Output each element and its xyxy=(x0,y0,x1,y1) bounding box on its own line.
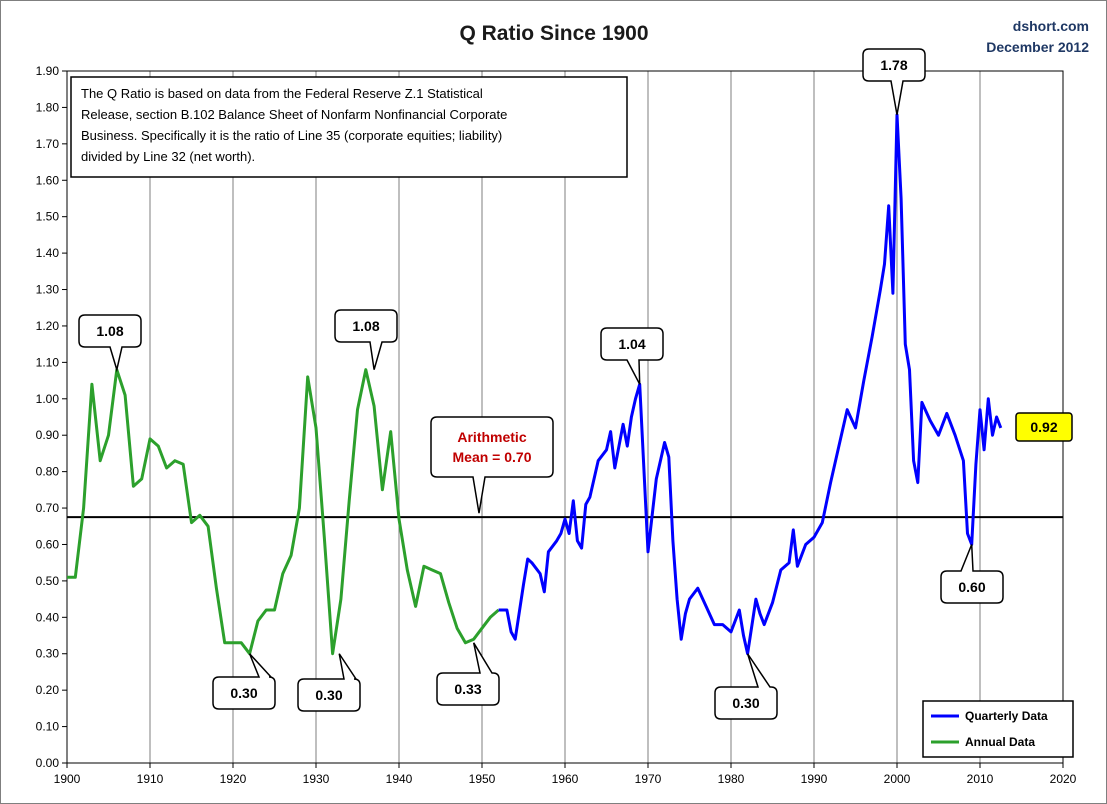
callout-bubble xyxy=(436,642,500,706)
callout-label: 1.78 xyxy=(880,57,907,73)
callout-label: 0.30 xyxy=(732,695,759,711)
callout-label: 0.30 xyxy=(230,685,257,701)
callout-bubble xyxy=(862,48,926,115)
y-tick-label: 1.90 xyxy=(36,64,60,78)
callout-label: 0.30 xyxy=(315,687,342,703)
y-tick-label: 1.80 xyxy=(36,100,60,114)
y-tick-label: 1.50 xyxy=(36,210,60,224)
callout-bubble xyxy=(714,653,778,720)
x-tick-label: 1950 xyxy=(469,772,496,786)
source-label: dshort.com xyxy=(1013,18,1089,34)
callouts: 1.08 0.30 0.30 1.08 0.33 1.04 0.30 1.78 0.60 Arit… xyxy=(78,48,1073,720)
callout-label: 1.08 xyxy=(352,318,379,334)
date-label: December 2012 xyxy=(986,39,1089,55)
y-tick-label: 0.50 xyxy=(36,574,60,588)
y-tick-label: 1.40 xyxy=(36,246,60,260)
legend: Quarterly Data Annual Data xyxy=(922,700,1074,758)
x-tick-label: 1900 xyxy=(54,772,81,786)
note-line: Business. Specifically it is the ratio o… xyxy=(81,128,502,143)
y-tick-label: 0.20 xyxy=(36,683,60,697)
y-tick-label: 1.20 xyxy=(36,319,60,333)
y-tick-label: 0.70 xyxy=(36,501,60,515)
legend-box xyxy=(922,700,1074,758)
y-tick-label: 1.30 xyxy=(36,283,60,297)
y-tick-label: 0.10 xyxy=(36,720,60,734)
callout-bubble xyxy=(78,314,142,373)
x-tick-label: 1990 xyxy=(801,772,828,786)
y-tick-label: 0.60 xyxy=(36,537,60,551)
x-tick-label: 1910 xyxy=(137,772,164,786)
note-line: The Q Ratio is based on data from the Fe… xyxy=(81,86,483,101)
y-tick-label: 0.90 xyxy=(36,428,60,442)
chart-title: Q Ratio Since 1900 xyxy=(459,22,648,45)
latest-value-label: 0.92 xyxy=(1030,419,1057,435)
mean-callout-label: Arithmetic xyxy=(457,429,526,445)
callout-label: 1.08 xyxy=(96,323,123,339)
series-line-quarterly-data xyxy=(498,113,1003,656)
y-tick-label: 1.10 xyxy=(36,355,60,369)
callout-bubble xyxy=(940,544,1004,604)
series-line-annual-data xyxy=(67,368,500,656)
y-tick-label: 0.80 xyxy=(36,465,60,479)
x-tick-label: 1970 xyxy=(635,772,662,786)
note-line: divided by Line 32 (net worth). xyxy=(81,149,255,164)
mean-callout-bubble xyxy=(430,416,554,514)
callout-label: 0.60 xyxy=(958,579,985,595)
legend-label: Quarterly Data xyxy=(965,709,1048,723)
series-lines xyxy=(67,113,1003,656)
x-tick-label: 1940 xyxy=(386,772,413,786)
x-tick-label: 1980 xyxy=(718,772,745,786)
legend-label: Annual Data xyxy=(965,735,1035,749)
x-tick-label: 1930 xyxy=(303,772,330,786)
y-tick-label: 1.00 xyxy=(36,392,60,406)
x-tick-label: 1960 xyxy=(552,772,579,786)
y-tick-label: 0.30 xyxy=(36,647,60,661)
callout-label: 0.33 xyxy=(454,681,481,697)
callout-label: 1.04 xyxy=(618,336,645,352)
x-tick-label: 2010 xyxy=(967,772,994,786)
latest-value-badge xyxy=(1015,412,1073,442)
y-tick-label: 1.60 xyxy=(36,173,60,187)
note-line: Release, section B.102 Balance Sheet of … xyxy=(81,107,507,122)
y-tick-label: 1.70 xyxy=(36,137,60,151)
y-tick-label: 0.40 xyxy=(36,610,60,624)
x-tick-label: 1920 xyxy=(220,772,247,786)
x-tick-label: 2000 xyxy=(884,772,911,786)
x-tick-label: 2020 xyxy=(1050,772,1077,786)
y-tick-label: 0.00 xyxy=(36,756,60,770)
mean-callout-label: Mean = 0.70 xyxy=(453,449,532,465)
callout-bubble xyxy=(600,327,664,385)
callout-bubble xyxy=(334,309,398,370)
note-box: The Q Ratio is based on data from the Fe… xyxy=(70,76,628,178)
note-box-border xyxy=(70,76,628,178)
callout-bubble xyxy=(212,653,276,710)
callout-bubble xyxy=(297,653,361,712)
